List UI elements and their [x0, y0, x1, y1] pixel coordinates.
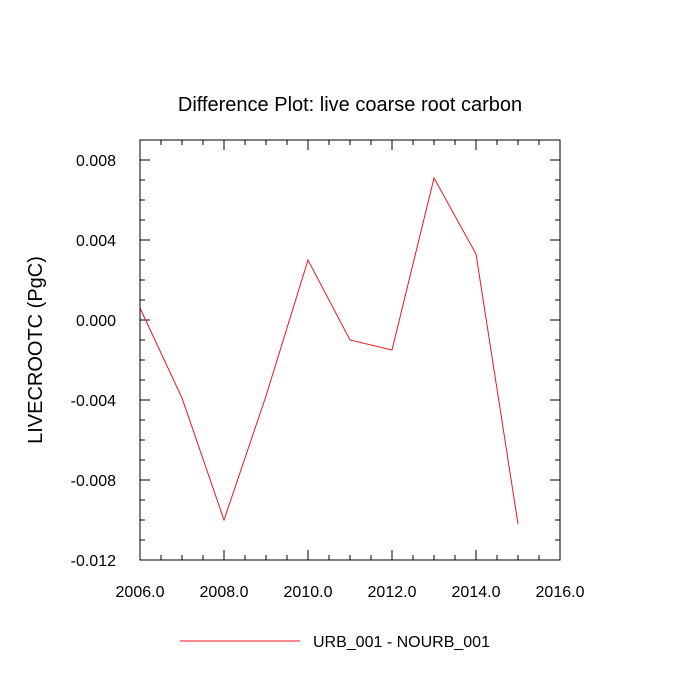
y-tick-label: -0.012 — [71, 553, 116, 570]
x-tick-label: 2014.0 — [452, 584, 501, 601]
tick-labels: 2006.0 2008.0 2010.0 2012.0 2014.0 2016.0 -0.0… — [71, 153, 585, 601]
x-tick-label: 2006.0 — [116, 584, 165, 601]
y-tick-label: -0.004 — [71, 393, 116, 410]
x-tick-label: 2010.0 — [284, 584, 333, 601]
y-tick-label: 0.008 — [76, 153, 116, 170]
chart-title: Difference Plot: live coarse root carbon — [178, 94, 522, 116]
y-tick-label: 0.004 — [76, 233, 116, 250]
x-tick-label: 2012.0 — [368, 584, 417, 601]
x-tick-label: 2008.0 — [200, 584, 249, 601]
series-line — [139, 176, 519, 525]
legend-label: URB_001 - NOURB_001 — [313, 634, 490, 651]
axis-ticks — [139, 139, 561, 561]
series-group — [139, 176, 519, 525]
legend: URB_001 - NOURB_001 — [180, 634, 490, 651]
plot-frame — [139, 139, 561, 561]
x-tick-label: 2016.0 — [536, 584, 585, 601]
y-tick-label: 0.000 — [76, 313, 116, 330]
y-tick-label: -0.008 — [71, 473, 116, 490]
y-axis-label: LIVECROOTC (PgC) — [25, 256, 47, 444]
